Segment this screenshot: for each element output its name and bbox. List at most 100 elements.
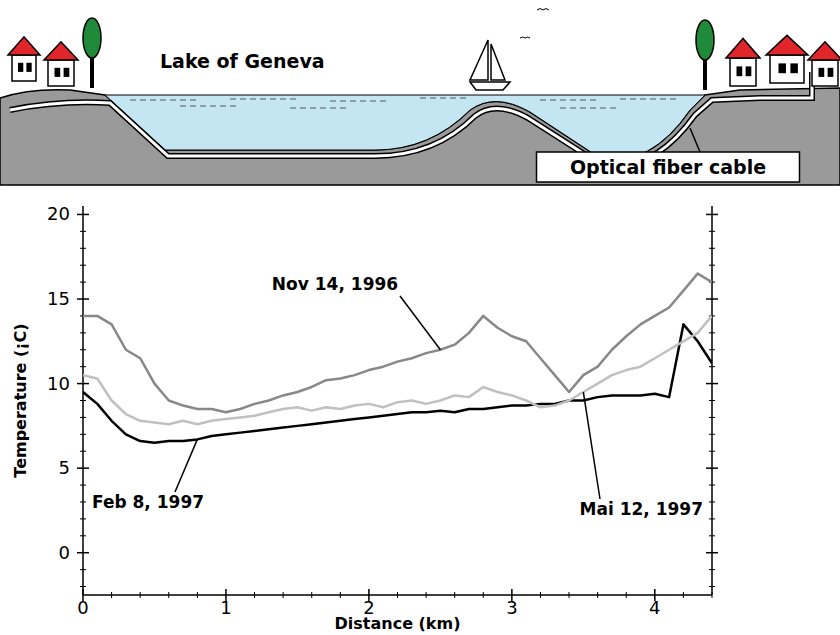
minor-tick xyxy=(80,417,86,418)
house xyxy=(8,37,40,81)
minor-tick xyxy=(80,231,86,232)
minor-tick xyxy=(709,518,715,519)
minor-tick xyxy=(80,282,86,283)
minor-tick xyxy=(397,592,398,598)
y-tick xyxy=(77,298,89,300)
minor-tick xyxy=(709,349,715,350)
wave xyxy=(560,108,620,109)
y-tick-right xyxy=(706,552,718,554)
chart: 0123405101520Distance (km)Temperature (¡… xyxy=(11,203,718,633)
y-tick xyxy=(77,214,89,216)
series-label: Nov 14, 1996 xyxy=(272,274,398,294)
y-tick-right xyxy=(706,298,718,300)
minor-tick xyxy=(569,592,570,598)
minor-tick xyxy=(712,592,713,598)
series-label: Mai 12, 1997 xyxy=(580,499,703,519)
wave xyxy=(330,101,390,102)
wave xyxy=(420,98,470,99)
wave xyxy=(620,99,680,100)
plot-lines xyxy=(83,274,712,443)
sailboat xyxy=(470,40,510,90)
x-tick-label: 1 xyxy=(220,597,231,618)
cable-label-box: Optical fiber cable xyxy=(537,152,800,182)
minor-tick xyxy=(709,569,715,570)
bird xyxy=(537,9,549,11)
minor-tick xyxy=(80,535,86,536)
minor-tick xyxy=(80,485,86,486)
minor-tick xyxy=(709,400,715,401)
series-line xyxy=(83,324,712,442)
minor-tick xyxy=(80,366,86,367)
leader-line xyxy=(583,392,600,499)
wave xyxy=(540,100,600,101)
minor-tick xyxy=(709,535,715,536)
minor-tick xyxy=(709,485,715,486)
minor-tick xyxy=(540,592,541,598)
house xyxy=(808,42,840,86)
figure: Lake of GenevaOptical fiber cable0123405… xyxy=(0,0,840,635)
minor-tick xyxy=(626,592,627,598)
y-tick-label: 10 xyxy=(47,373,70,394)
wave xyxy=(130,100,200,101)
minor-tick xyxy=(80,518,86,519)
leader-line xyxy=(175,439,197,492)
minor-tick xyxy=(454,592,455,598)
minor-tick xyxy=(709,265,715,266)
y-tick-right xyxy=(706,383,718,385)
minor-tick xyxy=(140,592,141,598)
minor-tick xyxy=(168,592,169,598)
x-axis-title: Distance (km) xyxy=(335,614,461,633)
minor-tick xyxy=(283,592,284,598)
minor-tick xyxy=(483,592,484,598)
water xyxy=(105,95,705,159)
illustration: Lake of Geneva Optical fiber cable xyxy=(0,9,840,186)
series-label: Feb 8, 1997 xyxy=(92,492,204,512)
y-tick-label: 20 xyxy=(47,203,70,224)
minor-tick xyxy=(340,592,341,598)
y-tick-label: 0 xyxy=(59,542,70,563)
minor-tick xyxy=(709,434,715,435)
minor-tick xyxy=(709,366,715,367)
y-tick-right xyxy=(706,214,718,216)
minor-tick xyxy=(80,332,86,333)
minor-tick xyxy=(709,231,715,232)
tree xyxy=(696,20,714,90)
minor-tick xyxy=(80,451,86,452)
leader-line xyxy=(400,296,440,350)
minor-tick xyxy=(709,417,715,418)
y-tick xyxy=(77,383,89,385)
y-tick xyxy=(77,552,89,554)
minor-tick xyxy=(597,592,598,598)
minor-tick xyxy=(709,586,715,587)
y-tick xyxy=(77,467,89,469)
minor-tick xyxy=(197,592,198,598)
minor-tick xyxy=(709,332,715,333)
y-axis-title: Temperature (¡C) xyxy=(11,323,30,477)
wave xyxy=(290,108,350,109)
minor-tick xyxy=(311,592,312,598)
minor-tick xyxy=(80,400,86,401)
minor-tick xyxy=(709,451,715,452)
lake-label: Lake of Geneva xyxy=(160,50,325,72)
minor-tick xyxy=(80,265,86,266)
x-tick-label: 4 xyxy=(649,597,660,618)
minor-tick xyxy=(111,592,112,598)
cable-label: Optical fiber cable xyxy=(570,156,766,178)
minor-tick xyxy=(709,501,715,502)
x-tick-label: 0 xyxy=(77,597,88,618)
house xyxy=(766,35,808,83)
y-tick-label: 15 xyxy=(47,288,70,309)
y-tick-right xyxy=(706,467,718,469)
minor-tick xyxy=(80,248,86,249)
house xyxy=(44,42,78,86)
minor-tick xyxy=(80,586,86,587)
wave xyxy=(180,106,240,107)
minor-tick xyxy=(80,349,86,350)
series-line xyxy=(83,316,712,424)
minor-tick xyxy=(80,501,86,502)
leader-line xyxy=(690,128,700,152)
minor-tick xyxy=(709,248,715,249)
series-line xyxy=(83,274,712,413)
minor-tick xyxy=(80,434,86,435)
y-tick-label: 5 xyxy=(59,457,70,478)
